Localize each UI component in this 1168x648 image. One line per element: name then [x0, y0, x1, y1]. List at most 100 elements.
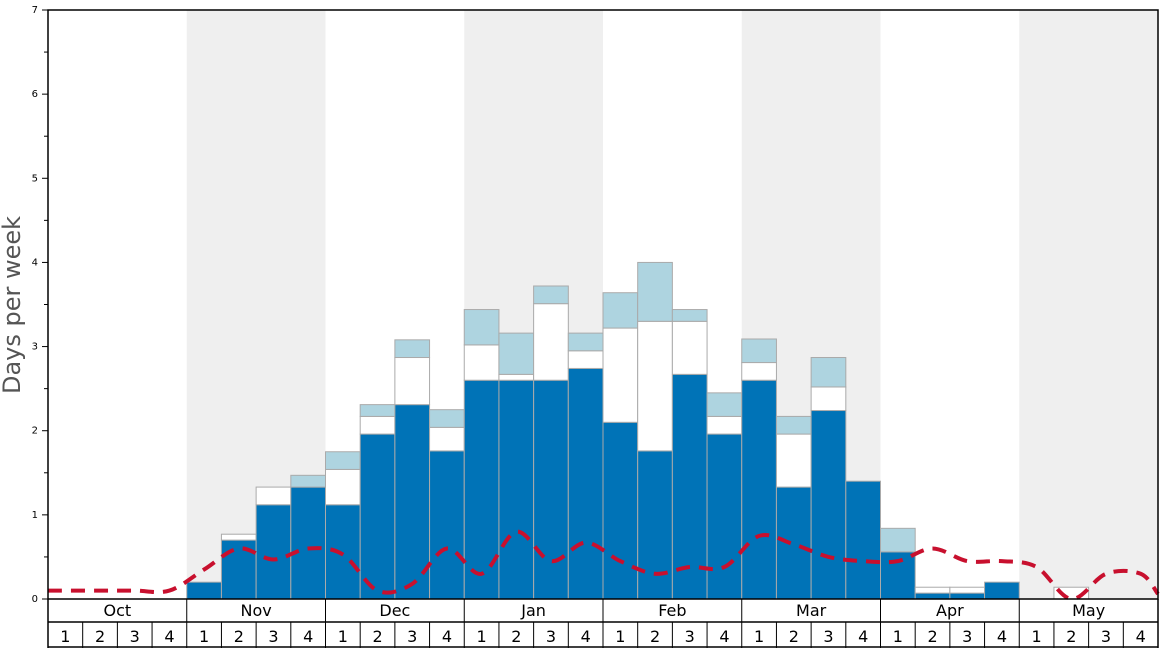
trend-line-layer — [48, 529, 1160, 601]
bar-segment-2 — [255, 486, 292, 506]
bar-segment-2 — [394, 357, 431, 406]
y-tick-label: 1 — [32, 510, 38, 521]
bar-segment-2 — [775, 433, 812, 488]
bar-segment-1 — [984, 581, 1020, 600]
bar-segment-1 — [671, 373, 708, 600]
bar-segment-1 — [255, 504, 292, 600]
week-label: 4 — [442, 627, 452, 646]
bars-layer — [186, 261, 1090, 600]
bar-segment-3 — [775, 415, 812, 435]
bar-segment-3 — [810, 357, 847, 388]
month-label-apr: Apr — [936, 601, 964, 620]
bar-segment-1 — [186, 581, 222, 600]
bar-segment-3 — [637, 261, 673, 322]
bar-segment-1 — [706, 433, 743, 600]
bar-segment-3 — [741, 338, 777, 364]
week-label: 4 — [581, 627, 591, 646]
week-label: 2 — [234, 627, 244, 646]
bar-segment-2 — [463, 344, 500, 381]
week-label: 1 — [1032, 627, 1042, 646]
y-tick-label: 0 — [32, 594, 38, 605]
week-label: 2 — [1066, 627, 1076, 646]
week-label: 3 — [546, 627, 556, 646]
bar-segment-1 — [325, 504, 361, 600]
month-label-nov: Nov — [241, 601, 272, 620]
bar-segment-3 — [359, 404, 396, 417]
week-label: 1 — [338, 627, 348, 646]
bar-segment-3 — [498, 332, 535, 375]
week-label: 3 — [962, 627, 972, 646]
week-label: 3 — [130, 627, 140, 646]
week-label: 1 — [893, 627, 903, 646]
bar-segment-1 — [533, 379, 569, 600]
week-label: 4 — [303, 627, 313, 646]
bar-segment-3 — [394, 339, 431, 359]
week-label: 1 — [477, 627, 487, 646]
week-label: 1 — [615, 627, 625, 646]
bar-segment-2 — [498, 373, 535, 381]
bar-segment-2 — [325, 468, 361, 506]
bar-segment-2 — [637, 320, 673, 452]
week-label: 2 — [95, 627, 105, 646]
bar-segment-1 — [394, 404, 431, 600]
week-label: 4 — [164, 627, 174, 646]
month-label-oct: Oct — [104, 601, 132, 620]
bar-segment-1 — [567, 367, 604, 600]
week-label: 2 — [927, 627, 937, 646]
bar-segment-3 — [325, 451, 361, 470]
bar-segment-1 — [220, 539, 257, 600]
bar-segment-1 — [429, 450, 465, 600]
bar-segment-2 — [741, 362, 777, 381]
week-label: 4 — [997, 627, 1007, 646]
month-label-jan: Jan — [520, 601, 546, 620]
y-tick-label: 4 — [32, 257, 38, 268]
month-label-mar: Mar — [796, 601, 827, 620]
week-label: 2 — [789, 627, 799, 646]
month-shade — [1019, 10, 1158, 599]
dashed-trend-line — [48, 529, 1160, 601]
bar-segment-2 — [359, 415, 396, 435]
bar-segment-3 — [463, 309, 500, 346]
axis-layer: 0 1 2 3 4 5 6 7 Oct 1 2 3 4 Nov 1 2 3 4 Dec 1 2 3 4 Jan 1 2 3 4 Feb 1… — [32, 5, 1159, 648]
bar-segment-1 — [602, 421, 639, 600]
y-tick-label: 5 — [32, 173, 38, 184]
y-axis-label: Days per week — [0, 216, 26, 394]
bar-segment-2 — [914, 586, 951, 594]
week-label: 4 — [719, 627, 729, 646]
bar-segment-1 — [463, 379, 500, 600]
bar-segment-1 — [359, 433, 396, 600]
week-label: 1 — [60, 627, 70, 646]
bar-segment-2 — [429, 426, 465, 452]
bar-segment-3 — [290, 474, 326, 488]
bar-segment-3 — [429, 409, 465, 428]
y-tick-label: 3 — [32, 342, 38, 353]
bar-segment-3 — [533, 285, 569, 305]
bar-segment-1 — [914, 592, 951, 600]
bar-segment-1 — [741, 379, 777, 600]
bar-segment-1 — [880, 551, 916, 600]
bar-segment-2 — [810, 386, 847, 412]
week-label: 3 — [823, 627, 833, 646]
bar-segment-2 — [533, 303, 569, 381]
week-label: 1 — [199, 627, 209, 646]
week-label: 3 — [407, 627, 417, 646]
week-label: 2 — [372, 627, 382, 646]
bar-segment-1 — [810, 410, 847, 600]
bar-segment-1 — [845, 480, 881, 600]
week-label: 1 — [754, 627, 764, 646]
bar-segment-3 — [602, 292, 639, 329]
y-tick-label: 7 — [32, 5, 38, 16]
bar-segment-3 — [567, 332, 604, 352]
bar-segment-1 — [949, 592, 986, 600]
week-label: 3 — [685, 627, 695, 646]
week-label: 3 — [1101, 627, 1111, 646]
month-label-feb: Feb — [658, 601, 686, 620]
bar-segment-2 — [671, 320, 708, 375]
bar-segment-1 — [775, 486, 812, 600]
bar-segment-2 — [602, 327, 639, 423]
bar-segment-2 — [949, 586, 986, 594]
month-label-may: May — [1072, 601, 1105, 620]
y-tick-label: 2 — [32, 426, 38, 437]
y-tick-label: 6 — [32, 89, 38, 100]
